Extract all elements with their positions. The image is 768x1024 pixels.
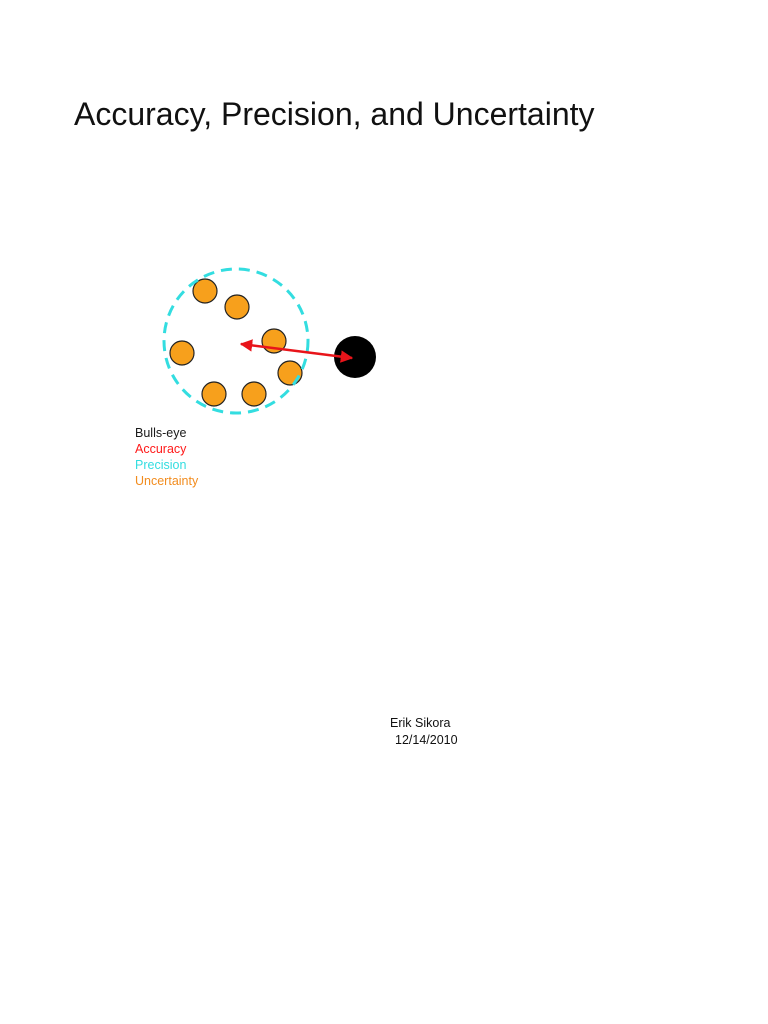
legend-uncertainty: Uncertainty [135,474,199,488]
uncertainty-dot [277,360,303,386]
page-title: Accuracy, Precision, and Uncertainty [74,96,595,132]
uncertainty-dot [241,381,267,407]
legend-precision: Precision [135,458,187,472]
uncertainty-dot [169,340,195,366]
legend-accuracy: Accuracy [135,442,187,456]
uncertainty-dots [169,278,303,407]
author-name: Erik Sikora [390,716,451,730]
uncertainty-dot [224,294,250,320]
accuracy-arrow [239,339,354,363]
legend-bullseye: Bulls-eye [135,426,187,440]
uncertainty-dot [201,381,227,407]
uncertainty-dot [192,278,218,304]
date: 12/14/2010 [395,733,458,747]
